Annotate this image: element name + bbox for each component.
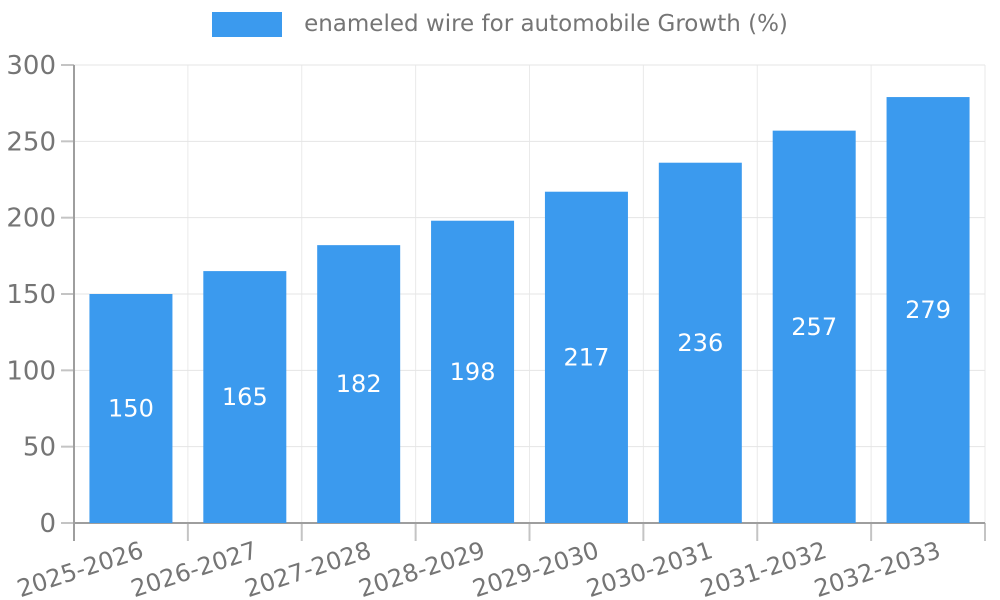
x-tick-label: 2030-2031 (583, 536, 716, 600)
bar-value-label: 182 (336, 370, 382, 398)
y-tick-label: 200 (6, 204, 56, 234)
legend-label: enameled wire for automobile Growth (%) (304, 11, 788, 37)
bar-value-label: 279 (905, 296, 951, 324)
x-tick-label: 2027-2028 (241, 536, 374, 600)
bar-value-label: 150 (108, 395, 154, 423)
bar-2030-2031[interactable] (658, 162, 742, 523)
x-tick-label: 2031-2032 (697, 536, 830, 600)
bar-2025-2026[interactable] (89, 294, 173, 523)
bar-2027-2028[interactable] (317, 245, 401, 523)
y-tick-label: 0 (39, 509, 56, 539)
legend-swatch-icon (212, 12, 283, 38)
bar-2028-2029[interactable] (431, 220, 515, 523)
x-tick-label: 2026-2027 (128, 536, 261, 600)
bar-2029-2030[interactable] (544, 191, 628, 524)
x-tick-label: 2028-2029 (355, 536, 488, 600)
x-tick-label: 2032-2033 (811, 536, 944, 600)
bar-value-label: 257 (791, 313, 837, 341)
bar-value-label: 198 (450, 358, 496, 386)
bar-2031-2032[interactable] (772, 130, 856, 523)
legend[interactable]: enameled wire for automobile Growth (%) (0, 11, 1000, 38)
bar-value-label: 217 (564, 343, 610, 371)
x-tick-label: 2025-2026 (14, 536, 147, 600)
bar-value-label: 236 (677, 329, 723, 357)
y-tick-label: 300 (6, 51, 56, 81)
y-tick-label: 150 (6, 280, 56, 310)
bar-2032-2033[interactable] (886, 97, 970, 523)
bar-2026-2027[interactable] (203, 271, 287, 523)
x-tick-label: 2029-2030 (469, 536, 602, 600)
y-tick-label: 250 (6, 127, 56, 157)
bar-value-label: 165 (222, 383, 268, 411)
y-tick-label: 50 (23, 433, 56, 463)
y-tick-label: 100 (6, 356, 56, 386)
